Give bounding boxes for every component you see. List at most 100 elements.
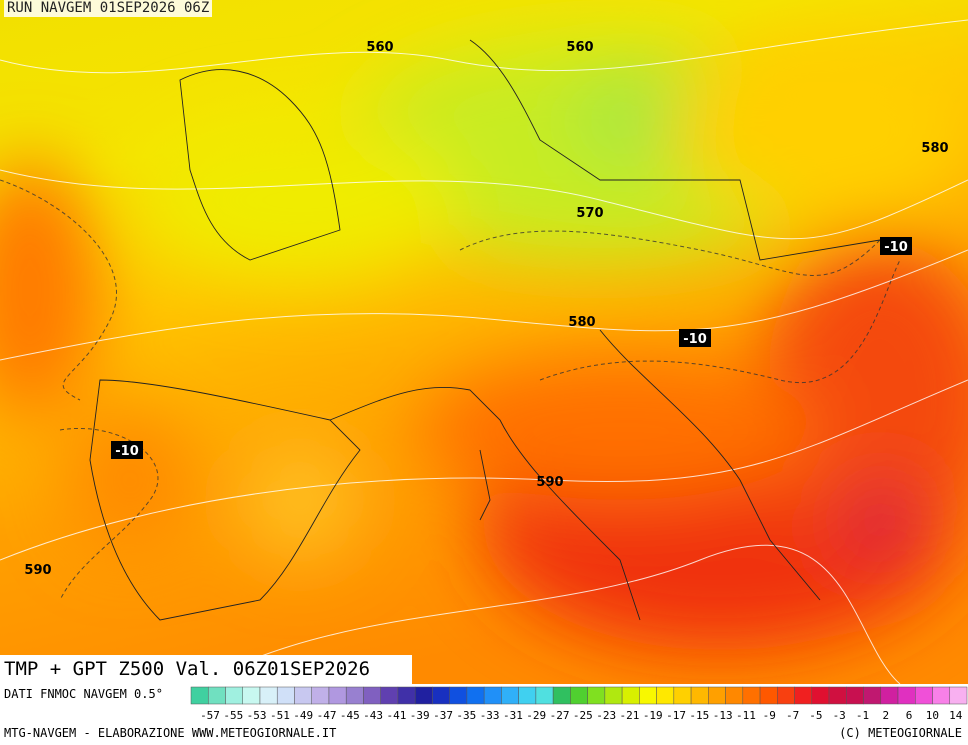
- scale-cell: [811, 686, 830, 705]
- scale-cell: [690, 686, 709, 705]
- scale-label: 14: [949, 709, 963, 722]
- scale-label: -27: [550, 709, 570, 722]
- contour-label: 590: [536, 475, 563, 490]
- scale-cell: [225, 686, 243, 705]
- scale-label: -17: [666, 709, 686, 722]
- scale-cell: [363, 686, 381, 705]
- scale-cell: [466, 686, 485, 705]
- scale-cell: [587, 686, 606, 705]
- scale-label: 6: [906, 709, 913, 722]
- data-source: DATI FNMOC NAVGEM 0.5°: [4, 687, 163, 701]
- scale-cell: [742, 686, 761, 705]
- temperature-isotherms: [0, 179, 901, 601]
- scale-cell: [328, 686, 347, 705]
- contour-label: -10: [683, 332, 707, 347]
- coastlines: [89, 39, 881, 621]
- scale-cell: [259, 686, 278, 705]
- scale-label: -7: [786, 709, 799, 722]
- contour-label: 560: [566, 40, 593, 55]
- scale-cell: [501, 686, 519, 705]
- scale-label: -13: [713, 709, 733, 722]
- scale-cell: [242, 686, 261, 705]
- copyright: (C) METEOGIORNALE: [839, 726, 962, 740]
- scale-label: -41: [386, 709, 406, 722]
- scale-label: -53: [247, 709, 267, 722]
- scale-cell: [708, 686, 726, 705]
- scale-cell: [570, 686, 588, 705]
- label-box: [880, 237, 912, 255]
- scale-label: 10: [926, 709, 939, 722]
- scale-cell: [535, 686, 554, 705]
- scale-label: -29: [526, 709, 546, 722]
- scale-cell: [949, 686, 968, 705]
- color-scale: -57 -55 -53 -51 -49 -47 -45 -43 -41 -39 -37 -35 -33-…: [190, 686, 968, 722]
- scale-cell: [880, 686, 899, 705]
- contour-label: 590: [24, 563, 51, 578]
- contour-label: 570: [576, 206, 603, 221]
- scale-label: -33: [480, 709, 500, 722]
- scale-cell: [639, 686, 657, 705]
- map: 560 560 580 570 -10 580 -10 -10 590 590: [0, 0, 968, 684]
- credit: MTG-NAVGEM - ELABORAZIONE WWW.METEOGIORN…: [4, 726, 337, 740]
- scale-cell: [915, 686, 933, 705]
- scale-label: -3: [833, 709, 846, 722]
- scale-cell: [345, 686, 364, 705]
- scale-label: -37: [433, 709, 453, 722]
- scale-label: -55: [223, 709, 243, 722]
- scale-label: -49: [293, 709, 313, 722]
- scale-cell: [190, 686, 209, 705]
- scale-label: -11: [736, 709, 756, 722]
- scale-label: -43: [363, 709, 383, 722]
- scale-label: -47: [317, 709, 337, 722]
- scale-label: -57: [200, 709, 220, 722]
- contour-label: 580: [568, 315, 595, 330]
- scale-cell: [777, 686, 795, 705]
- scale-label: -45: [340, 709, 360, 722]
- scale-label: -31: [503, 709, 523, 722]
- contour-label: 560: [366, 40, 393, 55]
- scale-label: -51: [270, 709, 290, 722]
- scale-cell: [897, 686, 916, 705]
- scale-cell: [276, 686, 295, 705]
- scale-label: -39: [410, 709, 430, 722]
- scale-cell: [604, 686, 623, 705]
- scale-label: -35: [456, 709, 476, 722]
- scale-cell: [414, 686, 433, 705]
- label-box: [679, 329, 711, 347]
- contour-label: 580: [921, 141, 948, 156]
- scale-label: -1: [856, 709, 869, 722]
- run-label: RUN NAVGEM 01SEP2026 06Z: [4, 0, 213, 17]
- map-title: TMP + GPT Z500 Val. 06Z01SEP2026: [0, 655, 412, 684]
- scale-cell: [294, 686, 312, 705]
- scale-cell: [759, 686, 778, 705]
- scale-cell: [725, 686, 744, 705]
- scale-cell: [380, 686, 399, 705]
- scale-cell: [311, 686, 330, 705]
- scale-label: -5: [809, 709, 822, 722]
- scale-cell: [432, 686, 450, 705]
- scale-cell: [794, 686, 813, 705]
- scale-cell: [483, 686, 502, 705]
- geopotential-contours: [0, 19, 968, 684]
- scale-label: -9: [763, 709, 776, 722]
- label-box: [111, 441, 143, 459]
- scale-cell: [828, 686, 847, 705]
- scale-cell: [552, 686, 571, 705]
- scale-cell: [207, 686, 226, 705]
- scale-label: -21: [620, 709, 640, 722]
- scale-cell: [673, 686, 692, 705]
- scale-cell: [397, 686, 416, 705]
- scale-cell: [846, 686, 864, 705]
- contour-label: -10: [115, 444, 139, 459]
- scale-label: -15: [689, 709, 709, 722]
- scale-label: -23: [596, 709, 616, 722]
- scale-label: -25: [573, 709, 593, 722]
- scale-cell: [932, 686, 951, 705]
- temperature-field: [0, 40, 968, 650]
- scale-cell: [621, 686, 640, 705]
- contour-label: -10: [884, 240, 908, 255]
- scale-label: 2: [882, 709, 889, 722]
- scale-cell: [518, 686, 537, 705]
- scale-cell: [656, 686, 675, 705]
